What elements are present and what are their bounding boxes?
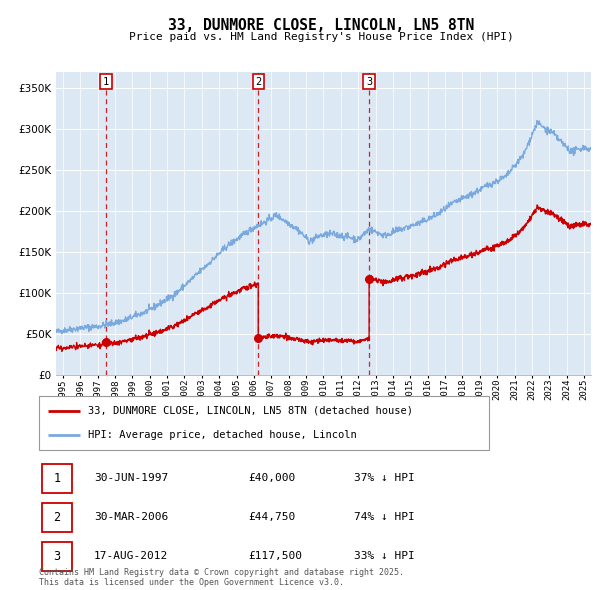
Text: 17-AUG-2012: 17-AUG-2012: [94, 552, 169, 561]
Text: 30-JUN-1997: 30-JUN-1997: [94, 474, 169, 483]
FancyBboxPatch shape: [42, 503, 72, 532]
Text: £44,750: £44,750: [249, 513, 296, 522]
FancyBboxPatch shape: [39, 396, 489, 450]
Text: 33, DUNMORE CLOSE, LINCOLN, LN5 8TN (detached house): 33, DUNMORE CLOSE, LINCOLN, LN5 8TN (det…: [89, 406, 413, 416]
Text: Price paid vs. HM Land Registry's House Price Index (HPI): Price paid vs. HM Land Registry's House …: [128, 32, 514, 42]
FancyBboxPatch shape: [42, 542, 72, 571]
Text: HPI: Average price, detached house, Lincoln: HPI: Average price, detached house, Linc…: [89, 430, 357, 440]
Text: 33, DUNMORE CLOSE, LINCOLN, LN5 8TN: 33, DUNMORE CLOSE, LINCOLN, LN5 8TN: [168, 18, 474, 32]
Text: 1: 1: [53, 472, 61, 485]
Text: 3: 3: [366, 77, 372, 87]
Text: 3: 3: [53, 550, 61, 563]
Text: 30-MAR-2006: 30-MAR-2006: [94, 513, 169, 522]
FancyBboxPatch shape: [42, 464, 72, 493]
Text: 74% ↓ HPI: 74% ↓ HPI: [353, 513, 415, 522]
Text: 37% ↓ HPI: 37% ↓ HPI: [353, 474, 415, 483]
Text: 1: 1: [103, 77, 109, 87]
Text: £40,000: £40,000: [249, 474, 296, 483]
Text: 2: 2: [53, 511, 61, 524]
Text: 2: 2: [255, 77, 262, 87]
Text: Contains HM Land Registry data © Crown copyright and database right 2025.
This d: Contains HM Land Registry data © Crown c…: [39, 568, 404, 587]
Text: £117,500: £117,500: [249, 552, 303, 561]
Text: 33% ↓ HPI: 33% ↓ HPI: [353, 552, 415, 561]
